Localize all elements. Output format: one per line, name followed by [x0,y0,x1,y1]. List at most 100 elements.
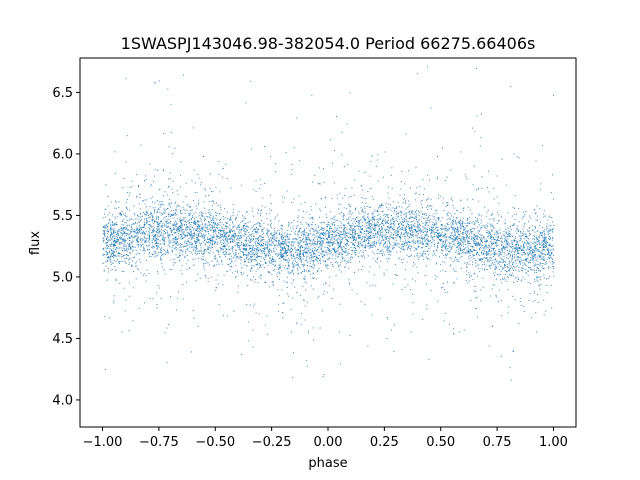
data-point [387,252,389,253]
data-point [312,248,314,250]
data-point [514,277,516,279]
data-point [260,184,262,186]
data-point [156,241,158,243]
data-point [421,204,423,206]
data-point [529,252,531,254]
data-point [184,217,186,219]
data-point [530,259,532,261]
data-point [535,257,537,259]
data-point [306,251,308,253]
data-point [386,237,387,239]
data-point [536,264,538,266]
data-point [492,230,494,232]
data-point [374,246,376,248]
data-point [536,331,537,333]
data-point [213,266,215,268]
data-point [500,240,502,242]
data-point [130,242,132,243]
data-point [322,237,324,239]
data-point [164,221,166,223]
data-point [122,227,124,229]
data-point [280,242,282,244]
data-point [167,250,169,252]
data-point [378,218,380,220]
data-point [300,323,302,325]
data-point [448,227,450,229]
data-point [268,250,270,251]
data-point [163,212,165,214]
data-point [494,263,496,265]
data-point [520,263,522,265]
data-point [435,263,437,265]
data-point [148,252,150,254]
data-point [401,206,403,208]
data-point [309,241,311,243]
data-point [168,236,170,238]
data-point [108,267,109,269]
data-point [507,241,509,243]
data-point [148,231,150,233]
data-point [307,237,309,238]
data-point [334,247,335,249]
data-point [551,252,553,254]
data-point [443,210,445,212]
data-point [536,247,537,249]
data-point [411,240,413,242]
data-point [169,246,171,248]
data-point [528,227,530,229]
data-point [309,270,310,272]
data-point [312,264,314,266]
data-point [325,230,327,232]
data-point [267,242,269,244]
data-point [151,219,153,221]
data-point [253,189,255,191]
data-point [430,205,431,207]
data-point [320,248,322,250]
data-point [454,222,456,224]
data-point [351,256,353,258]
data-point [471,238,472,240]
data-point [126,192,128,193]
data-point [185,251,187,252]
data-point [551,245,552,247]
data-point [208,200,210,202]
data-point [404,227,406,229]
data-point [179,229,181,231]
data-point [480,240,482,242]
data-point [454,239,456,241]
data-point [317,262,319,264]
data-point [285,260,287,262]
data-point [256,228,258,230]
data-point [194,223,196,225]
data-point [102,238,104,240]
data-point [337,242,339,244]
data-point [146,206,148,208]
data-point [236,243,238,245]
data-point [354,239,355,240]
data-point [440,240,442,242]
data-point [163,208,165,210]
data-point [393,226,395,228]
data-point [167,226,169,228]
data-point [436,250,438,252]
data-point [541,263,543,265]
data-point [402,243,404,245]
data-point [516,247,518,248]
data-point [533,243,535,245]
data-point [410,231,412,233]
data-point [362,216,364,218]
data-point [296,256,298,258]
data-point [361,256,363,258]
data-point [364,240,366,242]
data-point [129,218,131,220]
data-point [116,242,118,244]
data-point [202,259,203,261]
data-point [408,206,410,208]
data-point [398,236,400,237]
data-point [251,230,253,232]
data-point [269,248,271,250]
data-point [536,269,537,271]
data-point [290,243,292,245]
data-point [162,240,164,242]
data-point [307,234,309,236]
